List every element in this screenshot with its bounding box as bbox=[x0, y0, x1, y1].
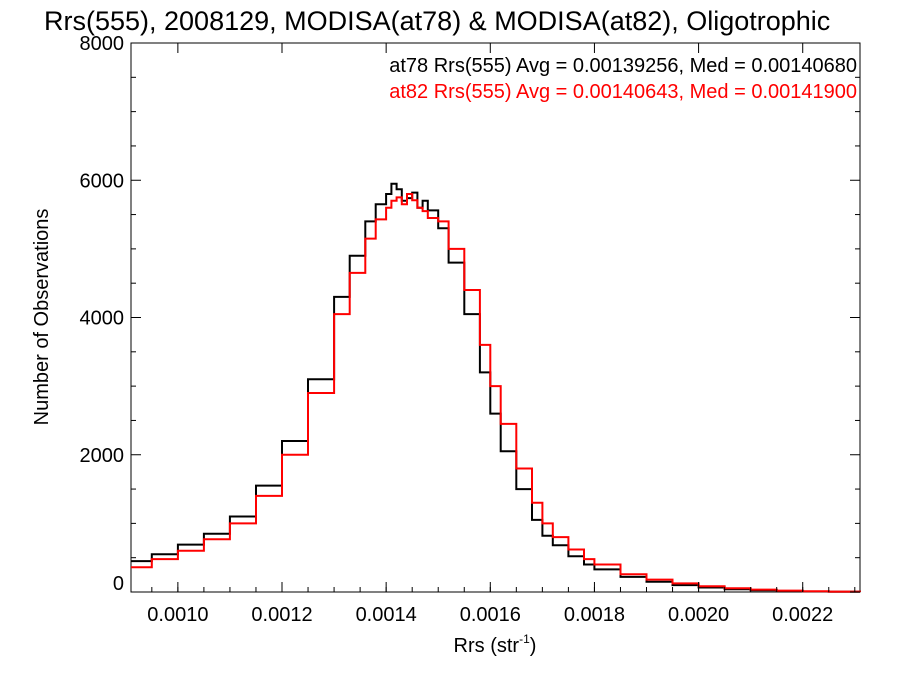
y-tick-label: 8000 bbox=[80, 33, 125, 55]
histogram-series-1 bbox=[131, 193, 861, 593]
series-layer bbox=[131, 182, 861, 593]
x-tick-label: 0.0018 bbox=[564, 604, 625, 626]
y-tick-label: 0 bbox=[113, 573, 124, 595]
chart-title: Rrs(555), 2008129, MODISA(at78) & MODISA… bbox=[44, 6, 830, 36]
y-axis-ticks: 0 2000 4000 6000 8000 bbox=[80, 33, 860, 595]
x-axis-label-close: ) bbox=[530, 635, 537, 657]
y-tick-label: 4000 bbox=[80, 308, 125, 330]
x-tick-label: 0.0016 bbox=[460, 604, 521, 626]
y-tick-label: 2000 bbox=[80, 445, 125, 467]
x-axis-label-text: Rrs (str bbox=[454, 635, 520, 657]
y-axis-label: Number of Observations bbox=[31, 209, 53, 426]
x-tick-label: 0.0020 bbox=[668, 604, 729, 626]
histogram-series-0 bbox=[131, 182, 861, 593]
x-axis-label: Rrs (str-1) bbox=[454, 632, 537, 657]
x-tick-label: 0.0012 bbox=[251, 604, 312, 626]
plot-frame bbox=[130, 42, 861, 593]
legend-at82: at82 Rrs(555) Avg = 0.00140643, Med = 0.… bbox=[389, 81, 857, 103]
x-tick-label: 0.0014 bbox=[356, 604, 417, 626]
legend-at78: at78 Rrs(555) Avg = 0.00139256, Med = 0.… bbox=[389, 55, 857, 77]
x-tick-label: 0.0022 bbox=[772, 604, 833, 626]
x-tick-label: 0.0010 bbox=[147, 604, 208, 626]
x-axis-label-superscript: -1 bbox=[519, 632, 530, 646]
y-tick-label: 6000 bbox=[80, 170, 125, 192]
x-axis-ticks: 0.0010 0.0012 0.0014 0.0016 0.0018 0.0020 0.00… bbox=[147, 43, 856, 626]
